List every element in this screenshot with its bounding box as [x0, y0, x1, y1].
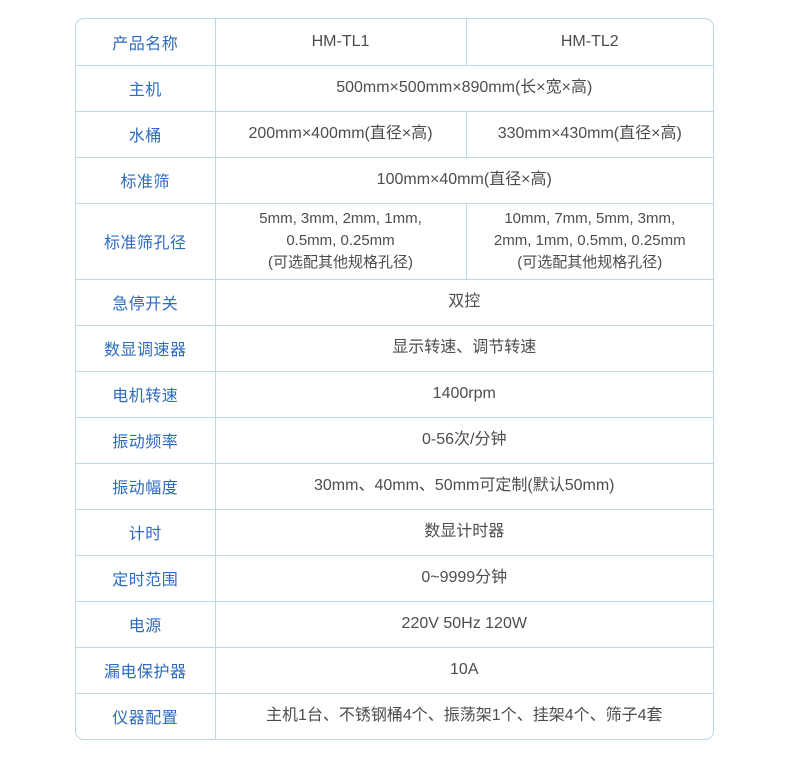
- spec-label: 标准筛: [76, 156, 216, 204]
- spec-label: 产品名称: [76, 19, 216, 66]
- product-model-header: HM-TL1: [214, 19, 467, 66]
- spec-value: 200mm×400mm(直径×高): [214, 110, 467, 158]
- table-row-standard-sieve: 标准筛 100mm×40mm(直径×高): [76, 156, 713, 204]
- table-row-sieve-aperture: 标准筛孔径 5mm, 3mm, 2mm, 1mm, 0.5mm, 0.25mm …: [76, 202, 713, 280]
- table-row-vibration-amplitude: 振动幅度 30mm、40mm、50mm可定制(默认50mm): [76, 462, 713, 510]
- spec-label: 电机转速: [76, 370, 216, 418]
- spec-label: 仪器配置: [76, 692, 216, 739]
- table-row-vibration-frequency: 振动频率 0-56次/分钟: [76, 416, 713, 464]
- table-row-leakage-protector: 漏电保护器 10A: [76, 646, 713, 694]
- table-row-speed-controller: 数显调速器 显示转速、调节转速: [76, 324, 713, 372]
- spec-value: 330mm×430mm(直径×高): [465, 110, 713, 158]
- spec-table: 产品名称 HM-TL1 HM-TL2 主机 500mm×500mm×890mm(…: [76, 19, 713, 739]
- table-row-timing: 计时 数显计时器: [76, 508, 713, 556]
- spec-value: 100mm×40mm(直径×高): [214, 156, 713, 204]
- spec-label: 计时: [76, 508, 216, 556]
- spec-value: 500mm×500mm×890mm(长×宽×高): [214, 64, 713, 112]
- table-row-timing-range: 定时范围 0~9999分钟: [76, 554, 713, 602]
- product-spec-table: 产品名称 HM-TL1 HM-TL2 主机 500mm×500mm×890mm(…: [75, 18, 714, 740]
- spec-value: 0-56次/分钟: [214, 416, 713, 464]
- spec-value: 0~9999分钟: [214, 554, 713, 602]
- spec-value: 数显计时器: [214, 508, 713, 556]
- spec-label: 数显调速器: [76, 324, 216, 372]
- table-row-instrument-configuration: 仪器配置 主机1台、不锈钢桶4个、振荡架1个、挂架4个、筛子4套: [76, 692, 713, 739]
- spec-value: 1400rpm: [214, 370, 713, 418]
- product-model-header: HM-TL2: [465, 19, 713, 66]
- table-row-bucket: 水桶 200mm×400mm(直径×高) 330mm×430mm(直径×高): [76, 110, 713, 158]
- table-row-motor-speed: 电机转速 1400rpm: [76, 370, 713, 418]
- spec-label: 急停开关: [76, 278, 216, 326]
- spec-label: 定时范围: [76, 554, 216, 602]
- spec-value: 主机1台、不锈钢桶4个、振荡架1个、挂架4个、筛子4套: [214, 692, 713, 739]
- spec-label: 标准筛孔径: [76, 202, 216, 280]
- spec-value: 5mm, 3mm, 2mm, 1mm, 0.5mm, 0.25mm (可选配其他…: [214, 202, 467, 280]
- spec-label: 水桶: [76, 110, 216, 158]
- spec-label: 主机: [76, 64, 216, 112]
- spec-value: 30mm、40mm、50mm可定制(默认50mm): [214, 462, 713, 510]
- table-row-product-name: 产品名称 HM-TL1 HM-TL2: [76, 19, 713, 66]
- spec-label: 振动频率: [76, 416, 216, 464]
- table-row-main-unit: 主机 500mm×500mm×890mm(长×宽×高): [76, 64, 713, 112]
- spec-value: 10mm, 7mm, 5mm, 3mm, 2mm, 1mm, 0.5mm, 0.…: [465, 202, 713, 280]
- spec-value: 220V 50Hz 120W: [214, 600, 713, 648]
- spec-label: 振动幅度: [76, 462, 216, 510]
- table-row-power-supply: 电源 220V 50Hz 120W: [76, 600, 713, 648]
- spec-label: 漏电保护器: [76, 646, 216, 694]
- spec-label: 电源: [76, 600, 216, 648]
- spec-value: 双控: [214, 278, 713, 326]
- spec-value: 10A: [214, 646, 713, 694]
- spec-value: 显示转速、调节转速: [214, 324, 713, 372]
- table-row-emergency-stop: 急停开关 双控: [76, 278, 713, 326]
